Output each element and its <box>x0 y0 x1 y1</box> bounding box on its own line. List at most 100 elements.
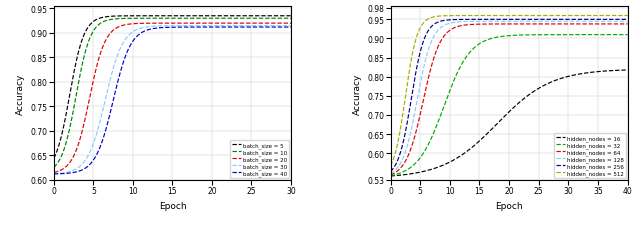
hidden_nodes = 32 <box>500 36 507 38</box>
batch_size = 40 <box>191 27 199 29</box>
batch_size = 5 <box>191 15 199 18</box>
batch_size = 30 <box>178 25 186 28</box>
batch_size = 40 <box>281 27 289 29</box>
Line: hidden_nodes = 32: hidden_nodes = 32 <box>391 36 628 176</box>
batch_size = 10 <box>191 18 199 21</box>
hidden_nodes = 512 <box>501 15 508 18</box>
Legend: hidden_nodes = 16, hidden_nodes = 32, hidden_nodes = 64, hidden_nodes = 128, hid: hidden_nodes = 16, hidden_nodes = 32, hi… <box>554 133 626 179</box>
batch_size = 40 <box>50 173 58 176</box>
hidden_nodes = 32 <box>624 34 631 37</box>
hidden_nodes = 512 <box>624 15 631 18</box>
batch_size = 5 <box>281 15 289 18</box>
hidden_nodes = 512 <box>515 15 522 18</box>
batch_size = 10 <box>164 18 172 21</box>
Line: hidden_nodes = 256: hidden_nodes = 256 <box>391 20 628 172</box>
hidden_nodes = 128 <box>500 21 507 24</box>
hidden_nodes = 256 <box>387 170 394 173</box>
hidden_nodes = 512 <box>619 15 627 18</box>
batch_size = 30 <box>164 25 172 28</box>
hidden_nodes = 16 <box>618 70 626 72</box>
hidden_nodes = 128 <box>581 21 589 24</box>
hidden_nodes = 32 <box>581 34 589 37</box>
Y-axis label: Accuracy: Accuracy <box>353 73 362 114</box>
hidden_nodes = 16 <box>528 92 536 95</box>
batch_size = 5 <box>163 15 171 18</box>
hidden_nodes = 128 <box>515 21 522 24</box>
hidden_nodes = 64 <box>618 23 626 26</box>
hidden_nodes = 32 <box>501 36 508 38</box>
Line: hidden_nodes = 128: hidden_nodes = 128 <box>391 22 628 174</box>
batch_size = 30 <box>50 173 58 175</box>
hidden_nodes = 64 <box>501 24 508 26</box>
batch_size = 20 <box>163 23 171 25</box>
hidden_nodes = 256 <box>500 19 507 22</box>
hidden_nodes = 256 <box>515 19 522 22</box>
Line: hidden_nodes = 64: hidden_nodes = 64 <box>391 25 628 175</box>
hidden_nodes = 512 <box>387 165 394 167</box>
batch_size = 20 <box>178 23 186 25</box>
Legend: batch_size = 5, batch_size = 10, batch_size = 20, batch_size = 30, batch_size = : batch_size = 5, batch_size = 10, batch_s… <box>230 140 289 179</box>
batch_size = 30 <box>163 25 171 28</box>
hidden_nodes = 32 <box>515 35 522 37</box>
hidden_nodes = 128 <box>387 173 394 176</box>
batch_size = 5 <box>245 15 252 18</box>
batch_size = 40 <box>245 27 252 29</box>
batch_size = 30 <box>281 25 289 28</box>
batch_size = 10 <box>245 18 252 21</box>
hidden_nodes = 256 <box>501 19 508 22</box>
batch_size = 20 <box>281 23 289 25</box>
batch_size = 20 <box>245 23 252 25</box>
hidden_nodes = 64 <box>581 23 589 26</box>
hidden_nodes = 16 <box>501 115 508 118</box>
hidden_nodes = 32 <box>387 174 394 177</box>
hidden_nodes = 64 <box>500 24 507 26</box>
hidden_nodes = 128 <box>501 21 508 24</box>
hidden_nodes = 32 <box>528 34 536 37</box>
hidden_nodes = 512 <box>500 15 507 18</box>
batch_size = 30 <box>191 25 199 28</box>
hidden_nodes = 256 <box>618 19 626 22</box>
hidden_nodes = 128 <box>618 21 626 24</box>
hidden_nodes = 256 <box>528 19 536 22</box>
batch_size = 40 <box>178 27 186 29</box>
hidden_nodes = 256 <box>624 19 631 22</box>
X-axis label: Epoch: Epoch <box>495 201 523 210</box>
hidden_nodes = 512 <box>618 15 626 18</box>
batch_size = 30 <box>245 25 252 28</box>
hidden_nodes = 32 <box>618 34 626 37</box>
hidden_nodes = 128 <box>624 21 631 24</box>
Line: batch_size = 10: batch_size = 10 <box>54 19 291 167</box>
batch_size = 40 <box>163 27 171 30</box>
Y-axis label: Accuracy: Accuracy <box>16 73 25 114</box>
batch_size = 10 <box>281 18 289 21</box>
batch_size = 30 <box>287 25 295 28</box>
batch_size = 40 <box>164 27 172 30</box>
hidden_nodes = 64 <box>387 174 394 176</box>
batch_size = 20 <box>191 23 199 25</box>
Line: batch_size = 20: batch_size = 20 <box>54 24 291 173</box>
hidden_nodes = 16 <box>581 72 589 75</box>
batch_size = 10 <box>50 166 58 169</box>
hidden_nodes = 64 <box>624 23 631 26</box>
batch_size = 10 <box>287 18 295 21</box>
Line: batch_size = 5: batch_size = 5 <box>54 17 291 159</box>
batch_size = 10 <box>178 18 186 21</box>
batch_size = 5 <box>164 15 172 18</box>
hidden_nodes = 128 <box>528 21 536 24</box>
batch_size = 5 <box>50 157 58 160</box>
Line: hidden_nodes = 512: hidden_nodes = 512 <box>391 16 628 166</box>
hidden_nodes = 64 <box>515 23 522 26</box>
batch_size = 5 <box>287 15 295 18</box>
batch_size = 5 <box>178 15 186 18</box>
batch_size = 40 <box>287 27 295 29</box>
batch_size = 20 <box>50 171 58 174</box>
batch_size = 20 <box>287 23 295 25</box>
batch_size = 20 <box>164 23 172 25</box>
hidden_nodes = 16 <box>387 175 394 178</box>
hidden_nodes = 16 <box>500 117 507 119</box>
hidden_nodes = 512 <box>581 15 589 18</box>
X-axis label: Epoch: Epoch <box>158 201 186 210</box>
hidden_nodes = 256 <box>581 19 589 22</box>
hidden_nodes = 16 <box>515 102 522 105</box>
hidden_nodes = 512 <box>528 15 536 18</box>
